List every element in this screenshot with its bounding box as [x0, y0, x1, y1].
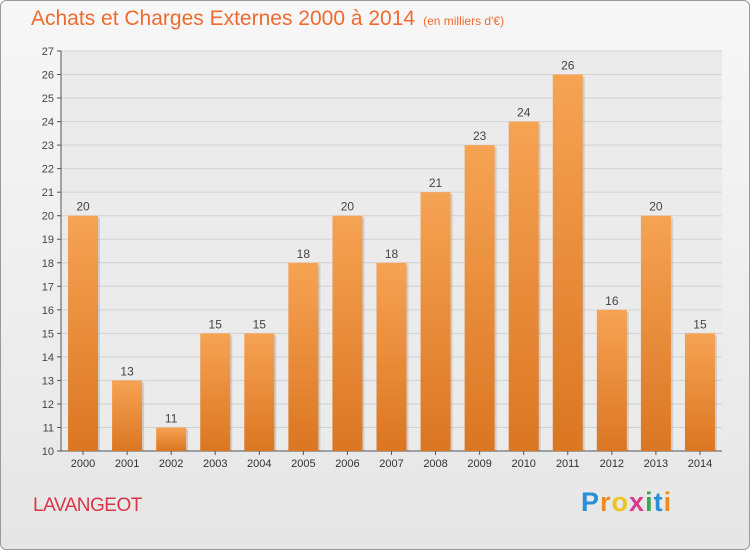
- bar: [112, 380, 143, 451]
- logo-letter: i: [663, 487, 673, 517]
- logo-letter: t: [653, 487, 664, 517]
- x-tick-label: 2012: [600, 458, 624, 470]
- y-tick-label: 18: [42, 258, 54, 270]
- y-tick-label: 11: [43, 422, 54, 434]
- y-tick-label: 25: [42, 93, 54, 105]
- y-tick-label: 24: [42, 117, 54, 129]
- bar-value-label: 20: [649, 200, 663, 214]
- bar-value-label: 24: [517, 106, 531, 120]
- bar-value-label: 15: [209, 317, 223, 331]
- logo-letter: r: [600, 487, 612, 517]
- y-tick-label: 13: [42, 375, 54, 387]
- y-tick-label: 27: [42, 46, 54, 58]
- x-tick-label: 2010: [511, 458, 535, 470]
- x-tick-label: 2005: [291, 458, 315, 470]
- bar: [200, 333, 231, 451]
- y-tick-label: 23: [42, 140, 54, 152]
- bar: [68, 215, 99, 451]
- x-tick-label: 2000: [71, 458, 95, 470]
- x-tick-label: 2009: [467, 458, 491, 470]
- bar-value-label: 21: [429, 176, 443, 190]
- logo-letter: P: [581, 487, 601, 517]
- x-tick-label: 2002: [159, 458, 183, 470]
- commune-name: LAVANGEOT: [33, 495, 142, 516]
- x-tick-label: 2006: [335, 458, 359, 470]
- x-tick-label: 2013: [644, 458, 668, 470]
- chart-title-block: Achats et Charges Externes 2000 à 2014 (e…: [31, 7, 504, 31]
- x-tick-label: 2001: [115, 458, 139, 470]
- bar-value-label: 26: [561, 59, 575, 73]
- bar-value-label: 20: [76, 200, 90, 214]
- y-tick-label: 19: [42, 234, 54, 246]
- logo-letter: x: [629, 487, 646, 517]
- y-tick-label: 17: [42, 281, 54, 293]
- y-tick-label: 16: [42, 305, 54, 317]
- x-tick-label: 2003: [203, 458, 227, 470]
- bar: [640, 215, 671, 451]
- chart-title: Achats et Charges Externes 2000 à 2014: [31, 7, 416, 30]
- y-tick-label: 12: [42, 399, 54, 411]
- y-tick-label: 10: [42, 446, 54, 458]
- bar: [332, 215, 363, 451]
- logo-letter: i: [645, 487, 654, 517]
- bar: [288, 262, 319, 451]
- bar: [420, 192, 451, 452]
- bar: [596, 309, 627, 451]
- y-tick-label: 22: [42, 164, 54, 176]
- y-tick-label: 20: [42, 211, 54, 223]
- bar: [156, 427, 187, 451]
- bar: [244, 333, 275, 451]
- y-tick-label: 26: [42, 70, 54, 82]
- bar-value-label: 18: [385, 247, 399, 261]
- bar-value-label: 18: [297, 247, 311, 261]
- bar-value-label: 15: [693, 317, 707, 331]
- bar: [508, 121, 539, 452]
- bar-value-label: 11: [165, 411, 178, 425]
- bar-value-label: 23: [473, 129, 487, 143]
- logo-letter: o: [611, 487, 630, 517]
- x-tick-label: 2004: [247, 458, 271, 470]
- x-tick-label: 2007: [379, 458, 403, 470]
- bar: [376, 262, 407, 451]
- bar-value-label: 13: [120, 364, 134, 378]
- x-tick-label: 2008: [423, 458, 447, 470]
- y-tick-label: 15: [42, 328, 54, 340]
- y-tick-label: 14: [42, 352, 54, 364]
- bar-value-label: 15: [253, 317, 267, 331]
- x-tick-label: 2014: [688, 458, 712, 470]
- chart-subtitle: (en milliers d'€): [423, 14, 505, 28]
- bar-value-label: 20: [341, 200, 355, 214]
- bar: [464, 145, 495, 451]
- bar: [552, 74, 583, 451]
- bar: [684, 333, 715, 451]
- bar-value-label: 16: [605, 294, 619, 308]
- x-tick-label: 2011: [556, 458, 580, 470]
- y-tick-label: 21: [42, 187, 54, 199]
- proxiti-logo: Proxiti: [581, 487, 672, 518]
